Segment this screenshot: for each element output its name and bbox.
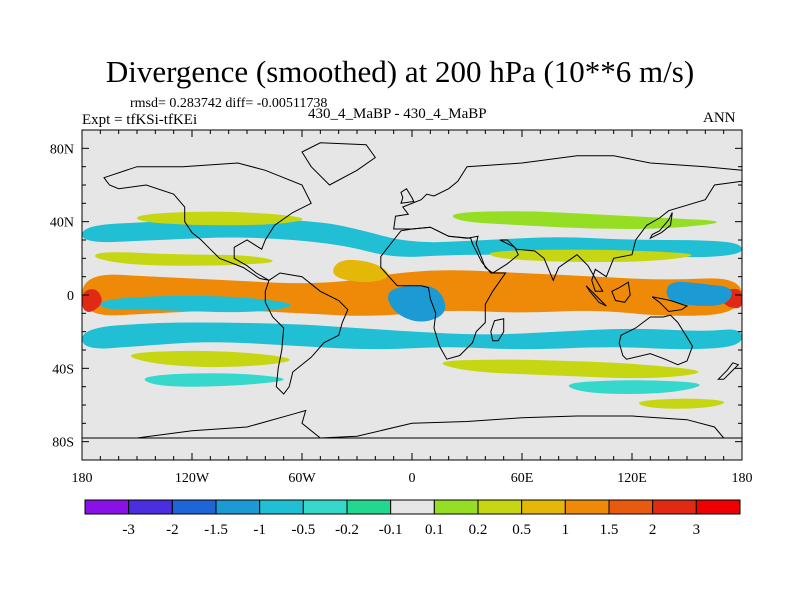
colorbar-box	[171, 499, 217, 515]
colorbar-label: -0.1	[379, 522, 403, 538]
contour-nh-40n-yellowgreen	[137, 211, 303, 226]
contour-indo-cyan	[666, 281, 732, 306]
coastline-greenland	[301, 142, 376, 186]
contour-atlantic-yellow	[333, 259, 389, 283]
contour-sh-30s-yellowgreen-east	[442, 359, 699, 379]
contour-nh-20n-yellowgreen	[95, 252, 273, 266]
colorbar-label: 0.2	[469, 522, 488, 538]
contour-nh-20n-yellowgreen-east	[489, 249, 692, 262]
colorbar-box	[128, 499, 173, 515]
x-tick-label: 60W	[288, 471, 316, 486]
colorbar-label: 1.5	[600, 522, 619, 538]
colorbar-label: -1	[253, 522, 266, 538]
contour-nh-40n-green-east	[452, 211, 717, 229]
colorbar-box	[564, 499, 610, 515]
colorbar-box	[259, 499, 304, 515]
coastline-south-america	[264, 272, 349, 395]
colorbar-box	[652, 499, 697, 515]
x-tick-label: 180	[72, 471, 93, 486]
season-label: ANN	[703, 110, 736, 126]
colorbar-label: 0.1	[425, 522, 444, 538]
colorbar-box	[302, 499, 348, 515]
coastline-sumatra	[585, 285, 607, 307]
contour-africa-cyan	[387, 285, 446, 322]
contour-sh-40s-cyan	[144, 373, 284, 387]
colorbar-label: -3	[122, 522, 135, 538]
colorbar-label: -1.5	[204, 522, 228, 538]
colorbar-label: 3	[693, 522, 701, 538]
colorbar-box	[608, 499, 654, 515]
colorbar-box	[695, 499, 741, 515]
colorbar-label: 1	[562, 522, 570, 538]
contour-sh-50s-cyan-east	[568, 380, 700, 394]
contour-sh-60s-yellowgreen	[638, 398, 725, 409]
coastline-borneo	[611, 281, 631, 303]
case-label: 430_4_MaBP - 430_4_MaBP	[308, 106, 487, 122]
colorbar-label: -0.2	[335, 522, 359, 538]
colorbar-box	[215, 499, 261, 515]
x-tick-label: 60E	[511, 471, 534, 486]
colorbar-label: -2	[166, 522, 179, 538]
y-tick-label: 80N	[50, 142, 74, 157]
y-tick-label: 40N	[50, 216, 74, 231]
coastline-north-america	[103, 162, 312, 281]
coastline-eurasia	[393, 155, 742, 292]
stats-label: rmsd= 0.283742 diff= -0.00511738	[130, 96, 328, 111]
contour-nh-midlat-cyan	[82, 218, 742, 258]
colorbar-box	[433, 499, 479, 515]
contour-sh-cyan-band	[82, 322, 742, 350]
colorbar-box	[521, 499, 566, 515]
coastline-new-guinea	[651, 296, 689, 313]
expt-label: Expt = tfKSi-tfKEi	[82, 112, 198, 128]
contour-eq-cyan-pacific	[100, 295, 292, 313]
y-tick-label: 40S	[52, 362, 74, 377]
coastline-japan	[649, 212, 673, 240]
coastline-britain	[400, 187, 415, 204]
contour-sh-30s-yellowgreen	[130, 350, 290, 368]
coastline-antarctica	[82, 409, 742, 439]
colorbar-box	[346, 499, 392, 515]
colorbar-label: -0.5	[291, 522, 315, 538]
x-tick-label: 120E	[617, 471, 647, 486]
chart-title: Divergence (smoothed) at 200 hPa (10**6 …	[105, 54, 695, 89]
colorbar-box	[84, 499, 130, 515]
coastline-australia	[618, 314, 694, 366]
colorbar-label: 2	[649, 522, 657, 538]
colorbar-box	[390, 499, 435, 515]
coastline-madagascar	[490, 318, 505, 342]
x-tick-label: 0	[409, 471, 416, 486]
x-tick-label: 180	[732, 471, 753, 486]
colorbar-label: 0.5	[512, 522, 531, 538]
coastline-new-zealand	[716, 362, 740, 380]
colorbar-box	[477, 499, 523, 515]
x-tick-label: 120W	[175, 471, 210, 486]
y-tick-label: 0	[67, 289, 74, 304]
coastline-africa	[380, 226, 507, 360]
y-tick-label: 80S	[52, 436, 74, 451]
